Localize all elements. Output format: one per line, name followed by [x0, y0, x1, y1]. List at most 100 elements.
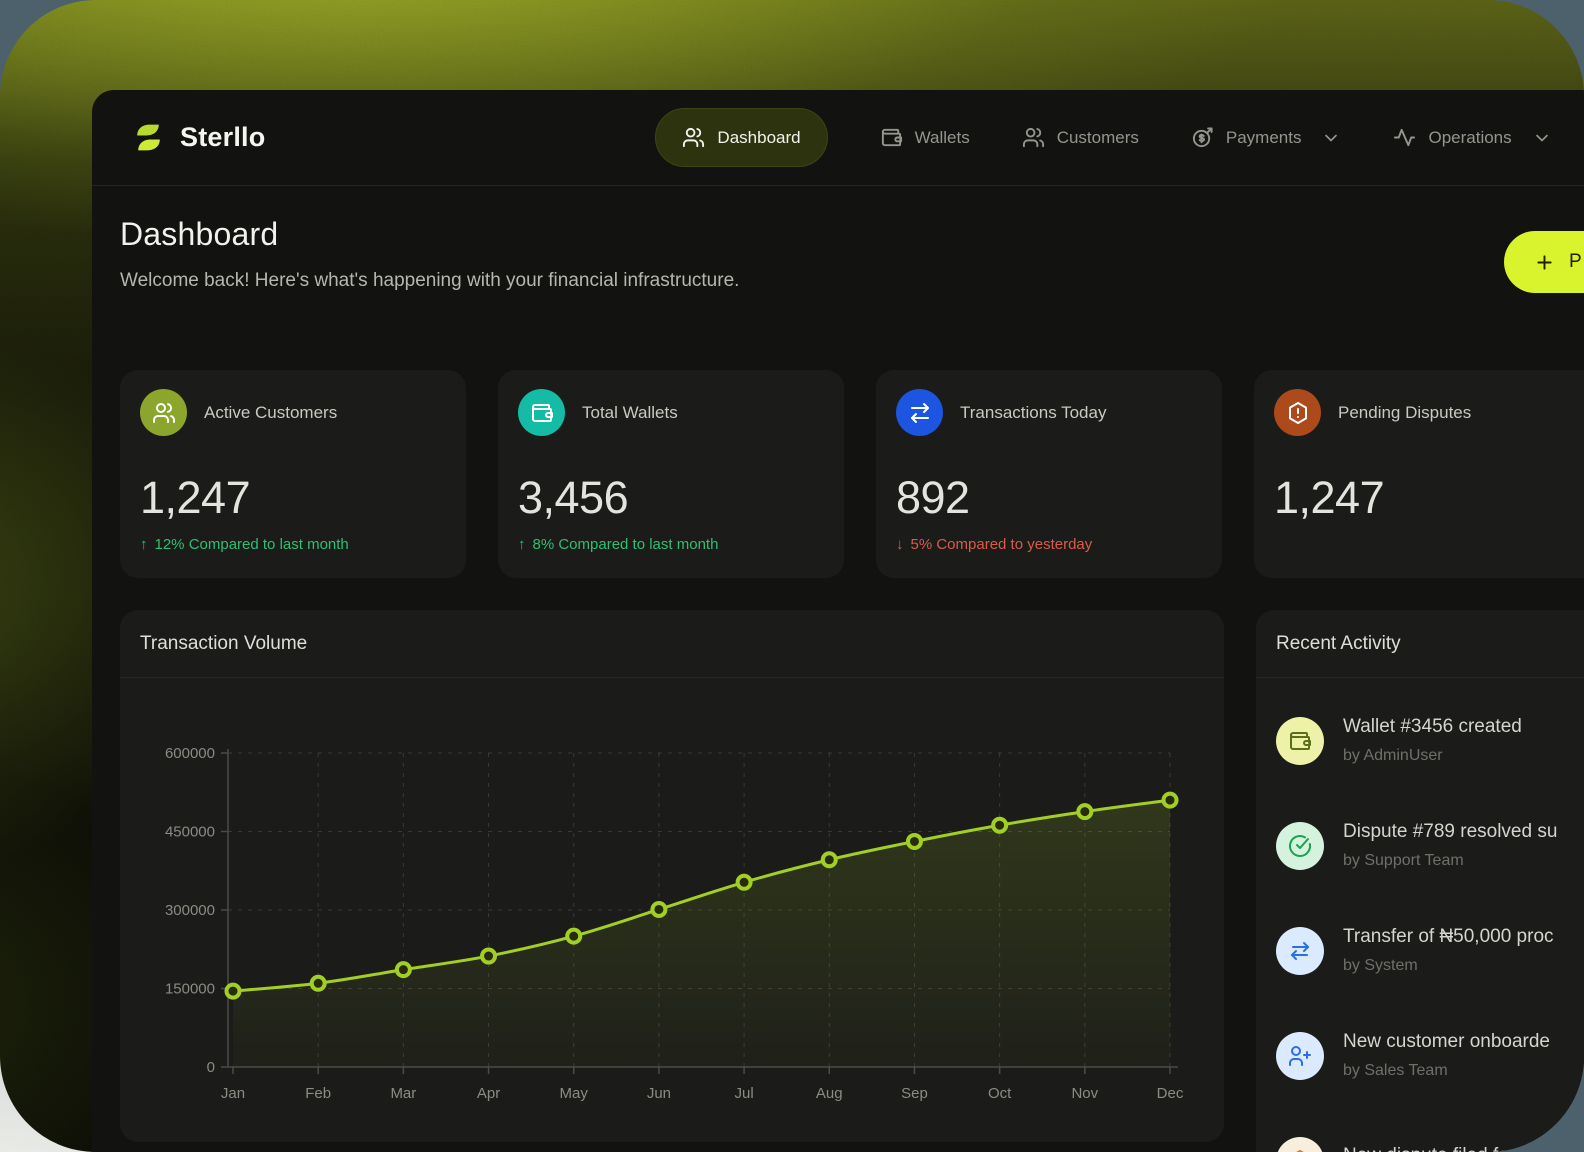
- activity-card-title: Recent Activity: [1276, 632, 1401, 654]
- chart-point[interactable]: [565, 927, 583, 945]
- activity-title: Wallet #3456 created: [1343, 716, 1522, 737]
- transaction-volume-chart: 0 150000 300000 450000 600000 Jan Feb Mar Apr May…: [165, 745, 1184, 1102]
- stat-delta-text: 5% Compared to yesterday: [910, 536, 1093, 553]
- users-icon: [1022, 127, 1044, 148]
- nav-item-operations[interactable]: Operations: [1393, 126, 1551, 149]
- activity-item[interactable]: New dispute filed for t: [1276, 1108, 1584, 1152]
- nav-label: Customers: [1056, 127, 1139, 147]
- nav-item-payments[interactable]: Payments: [1191, 126, 1342, 149]
- y-tick-label: 0: [207, 1059, 215, 1076]
- primary-action-button[interactable]: P: [1504, 231, 1584, 293]
- chevron-down-icon[interactable]: [1321, 128, 1341, 148]
- stat-value: 892: [896, 472, 970, 523]
- nav-label: Operations: [1428, 127, 1512, 147]
- x-tick-label: Feb: [305, 1085, 331, 1102]
- nav-label: Dashboard: [717, 127, 801, 147]
- chart-point[interactable]: [991, 816, 1009, 834]
- activity-title: Transfer of ₦50,000 proc: [1343, 926, 1554, 947]
- arrow-down-icon: ↓: [896, 536, 904, 553]
- page-header: Dashboard Welcome back! Here's what's ha…: [92, 186, 1584, 293]
- arrow-up-icon: ↑: [140, 536, 148, 553]
- activity-title: New dispute filed for t: [1343, 1145, 1526, 1152]
- stat-label: Active Customers: [204, 402, 338, 422]
- activity-item[interactable]: Wallet #3456 created by AdminUser: [1276, 688, 1584, 793]
- x-tick-label: Oct: [988, 1085, 1012, 1102]
- nav-item-wallets[interactable]: Wallets: [880, 126, 970, 149]
- stat-delta-text: 8% Compared to last month: [532, 536, 719, 553]
- recent-activity-card: Recent Activity Wallet #3456 created by …: [1256, 610, 1584, 1152]
- stat-cards-row: Active Customers 1,247 ↑ 12% Compared to…: [92, 292, 1584, 578]
- stat-label: Total Wallets: [582, 402, 678, 422]
- activity-by: by Sales Team: [1343, 1062, 1448, 1079]
- stat-card-transactions-today[interactable]: Transactions Today 892 ↓ 5% Compared to …: [876, 370, 1222, 578]
- chart-line: [232, 798, 1171, 993]
- stat-value: 3,456: [518, 472, 629, 523]
- activity-item[interactable]: Dispute #789 resolved su by Support Team: [1276, 793, 1584, 898]
- alert-hexagon-icon: [1274, 389, 1321, 436]
- chart-card-title: Transaction Volume: [140, 632, 308, 654]
- transfer-icon: [896, 389, 943, 436]
- chart-point[interactable]: [480, 947, 498, 965]
- stat-card-total-wallets[interactable]: Total Wallets 3,456 ↑ 8% Compared to las…: [498, 370, 844, 578]
- stat-card-pending-disputes[interactable]: Pending Disputes 1,247: [1254, 370, 1584, 578]
- x-tick-label: Jun: [647, 1085, 671, 1102]
- stat-label: Pending Disputes: [1338, 402, 1472, 422]
- wallet-icon: [1276, 716, 1324, 765]
- activity-title: Dispute #789 resolved su: [1343, 821, 1558, 842]
- chart-area: [233, 800, 1170, 1067]
- y-tick-label: 600000: [165, 745, 215, 762]
- x-tick-label: Apr: [477, 1085, 500, 1102]
- stat-label: Transactions Today: [960, 402, 1107, 422]
- chart-point[interactable]: [735, 873, 753, 891]
- check-circle-icon: [1276, 821, 1324, 870]
- chart-point[interactable]: [224, 982, 242, 1000]
- chevron-down-icon[interactable]: [1532, 128, 1552, 148]
- plus-icon: [1537, 254, 1552, 270]
- chart-point[interactable]: [905, 832, 923, 850]
- users-icon: [140, 389, 187, 436]
- activity-icon: [1394, 128, 1416, 147]
- chart-point[interactable]: [1076, 803, 1094, 821]
- user-plus-icon: [1276, 1031, 1324, 1080]
- activity-list: Wallet #3456 created by AdminUser Disput…: [1256, 678, 1584, 1152]
- activity-by: by AdminUser: [1343, 747, 1443, 764]
- nav-items: Dashboard Wallets Customers Payments: [655, 108, 1551, 167]
- nav-item-customers[interactable]: Customers: [1022, 126, 1139, 149]
- main-content-row: Transaction Volume 0 150000 300000 450000 60…: [92, 578, 1584, 1152]
- stat-value: 1,247: [1274, 472, 1385, 523]
- arrow-up-icon: ↑: [518, 536, 526, 553]
- users-icon: [683, 127, 705, 148]
- wallet-icon: [881, 128, 902, 147]
- activity-title: New customer onboarde: [1343, 1031, 1550, 1052]
- activity-by: by System: [1343, 957, 1418, 974]
- chart-point[interactable]: [1161, 791, 1179, 809]
- page-title: Dashboard: [120, 216, 279, 252]
- y-tick-label: 450000: [165, 824, 215, 841]
- stat-delta-text: 12% Compared to last month: [154, 536, 349, 553]
- x-tick-label: Jul: [734, 1085, 753, 1102]
- alert-hexagon-icon: [1276, 1136, 1324, 1152]
- activity-item[interactable]: New customer onboarde by Sales Team: [1276, 1003, 1584, 1108]
- chart-point[interactable]: [650, 900, 668, 918]
- activity-card-header: Recent Activity: [1256, 610, 1584, 678]
- sterllo-logo-icon: [137, 124, 160, 151]
- y-tick-label: 300000: [165, 902, 215, 919]
- x-tick-label: Nov: [1071, 1085, 1098, 1102]
- nav-label: Wallets: [914, 127, 970, 147]
- chart-point[interactable]: [309, 974, 327, 992]
- top-navigation: Sterllo Dashboard Wallets Customers Pa: [92, 90, 1584, 186]
- activity-by: by Support Team: [1343, 852, 1464, 869]
- x-tick-label: Aug: [816, 1085, 843, 1102]
- stat-card-active-customers[interactable]: Active Customers 1,247 ↑ 12% Compared to…: [120, 370, 466, 578]
- brand-name: Sterllo: [180, 122, 266, 152]
- chart-point[interactable]: [394, 961, 412, 979]
- x-tick-label: Jan: [221, 1085, 245, 1102]
- x-tick-label: May: [560, 1085, 589, 1102]
- nav-item-dashboard[interactable]: Dashboard: [655, 108, 828, 167]
- brand[interactable]: Sterllo: [130, 119, 265, 156]
- x-tick-label: Mar: [390, 1085, 416, 1102]
- transaction-volume-card: Transaction Volume 0 150000 300000 450000 60…: [120, 610, 1224, 1142]
- activity-item[interactable]: Transfer of ₦50,000 proc by System: [1276, 898, 1584, 1003]
- chart-point[interactable]: [820, 851, 838, 869]
